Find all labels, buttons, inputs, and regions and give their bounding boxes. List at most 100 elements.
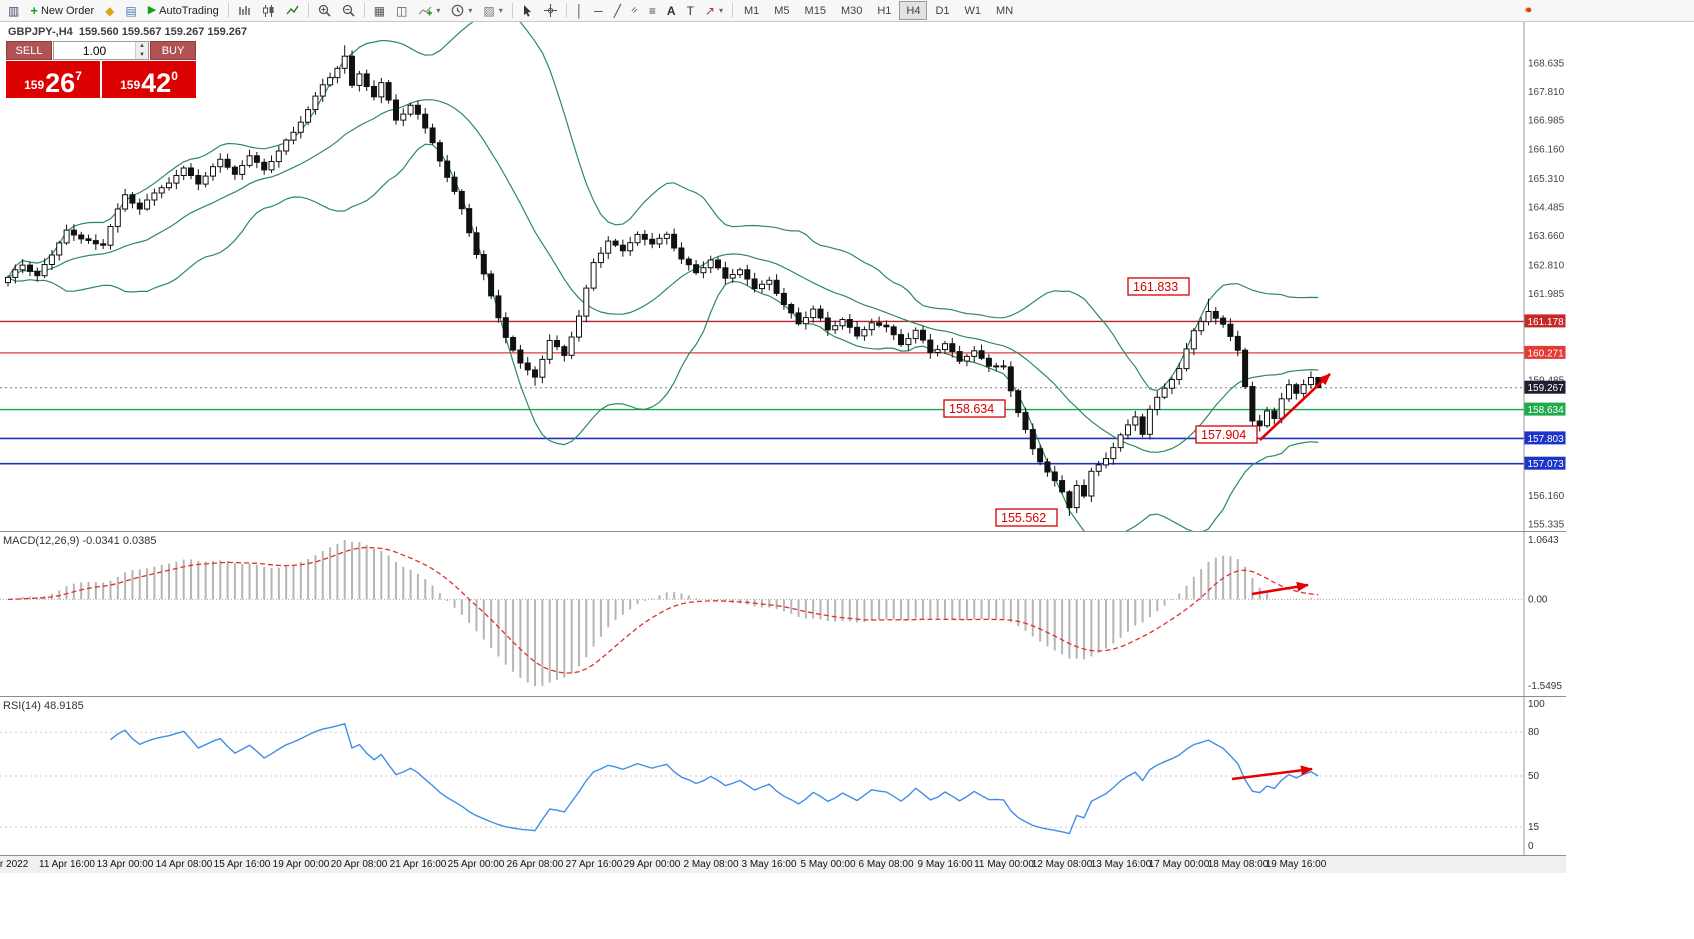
one-click-prices-row: 159 26 7 159 42 0 [6, 61, 196, 98]
chevron-down-icon: ▾ [436, 6, 441, 15]
text-icon: A [666, 3, 676, 18]
bar-chart-button[interactable] [233, 1, 256, 20]
price-chart-canvas[interactable]: 168.635 167.810 166.985 166.160 165.310 164.4… [0, 22, 1566, 531]
panel-divider[interactable] [0, 696, 1566, 697]
arrow-object-icon: ↗ [704, 3, 715, 18]
candles-layer [5, 45, 1322, 516]
time-axis-label: 17 May 00:00 [1148, 859, 1210, 870]
fibonacci-icon: ≡ [648, 3, 656, 18]
timeframe-button-m15[interactable]: M15 [798, 1, 833, 20]
trend-arrow[interactable] [1251, 581, 1309, 596]
timeframe-button-mn[interactable]: MN [989, 1, 1020, 20]
time-axis-label: 26 Apr 08:00 [506, 859, 564, 870]
volume-increase-icon[interactable]: ▲ [136, 42, 148, 51]
price-annotation-box [943, 399, 1006, 418]
indicators-icon [418, 6, 433, 15]
price-line-tag-text: 161.178 [1528, 317, 1565, 328]
cascade-windows-icon: ◫ [396, 3, 408, 18]
templates-icon: ▨ [483, 3, 495, 18]
horizontal-line-button[interactable]: ─ [589, 1, 608, 20]
candlestick-chart-button[interactable] [257, 1, 280, 20]
trend-arrow[interactable] [1231, 765, 1313, 781]
zoom-in-button[interactable] [313, 1, 336, 20]
cascade-windows-button[interactable]: ◫ [391, 1, 412, 20]
line-chart-button[interactable] [281, 1, 304, 20]
zoom-out-button[interactable] [337, 1, 360, 20]
price-annotation-text: 155.562 [1001, 511, 1046, 525]
buy-button[interactable]: BUY [150, 41, 196, 60]
bollinger-middle-band [7, 99, 1319, 453]
fibonacci-button[interactable]: ≡ [644, 1, 661, 20]
toolbar-separator [565, 3, 567, 18]
new-order-button[interactable]: + New Order [25, 1, 99, 20]
volume-input[interactable] [54, 42, 135, 59]
timeframe-button-m5[interactable]: M5 [767, 1, 796, 20]
metaeditor-button[interactable]: ◆ [100, 1, 119, 20]
trend-arrow[interactable] [1259, 373, 1331, 441]
timeframe-button-h1[interactable]: H1 [870, 1, 898, 20]
autotrading-button[interactable]: ▶ AutoTrading [143, 1, 224, 20]
time-axis-label: Apr 2022 [0, 859, 29, 870]
clock-icon [452, 4, 464, 17]
price-axis-label: 168.635 [1528, 59, 1565, 70]
volume-decrease-icon[interactable]: ▼ [136, 50, 148, 59]
crosshair-icon [543, 4, 557, 17]
new-chart-button[interactable]: ▥ [3, 1, 24, 20]
new-order-label: New Order [40, 4, 95, 17]
zoom-in-icon [318, 4, 331, 17]
text-button[interactable]: A [662, 1, 681, 20]
buy-price-button[interactable]: 159 42 0 [102, 61, 196, 98]
timeframe-toolbar: M1 M5 M15 M30 H1 H4 D1 W1 MN [737, 1, 1020, 20]
volume-field: ▲ ▼ [53, 41, 149, 60]
arrows-button[interactable]: ↗ ▾ [700, 1, 728, 20]
price-line-tag-text: 160.271 [1528, 348, 1565, 359]
price-line-tag [1524, 402, 1566, 416]
timeframe-button-d1[interactable]: D1 [928, 1, 956, 20]
bollinger-upper-band [7, 22, 1319, 392]
rsi-indicator-label: RSI(14) 48.9185 [3, 700, 84, 712]
trendline-button[interactable]: ╱ [609, 1, 626, 20]
status-dot-red: ● [1525, 4, 1533, 16]
time-axis-label: 21 Apr 16:00 [389, 859, 447, 870]
crosshair-button[interactable] [539, 1, 562, 20]
chevron-down-icon: ▾ [498, 6, 503, 15]
text-label-button[interactable]: T [682, 1, 699, 20]
macd-chart-canvas[interactable]: 1.0643 0.00 -1.5495 [0, 532, 1566, 696]
templates-button[interactable]: ▨ ▾ [478, 1, 507, 20]
vertical-line-button[interactable]: │ [571, 1, 589, 20]
price-line-tag [1524, 456, 1566, 470]
tile-windows-button[interactable]: ▦ [369, 1, 390, 20]
price-axis-label: 163.660 [1528, 231, 1565, 242]
panel-divider[interactable] [0, 531, 1566, 532]
rsi-axis-label: 100 [1528, 699, 1545, 710]
macd-axis-label: 1.0643 [1528, 535, 1559, 546]
price-line-tag-text: 157.073 [1528, 459, 1565, 470]
rsi-line [110, 722, 1319, 835]
toolbar-separator [731, 3, 733, 18]
price-axis-label: 156.160 [1528, 491, 1565, 502]
rsi-axis-label: 50 [1528, 771, 1540, 782]
sell-price-button[interactable]: 159 26 7 [6, 61, 100, 98]
toolbar-separator [227, 3, 229, 18]
macd-signal-line [7, 546, 1319, 674]
timeframe-button-h4[interactable]: H4 [899, 1, 928, 20]
channel-button[interactable]: = [627, 1, 643, 20]
periods-button[interactable]: ▾ [446, 1, 477, 20]
price-axis-label: 166.160 [1528, 144, 1565, 155]
timeframe-button-w1[interactable]: W1 [958, 1, 989, 20]
time-axis-label: 15 Apr 16:00 [213, 859, 271, 870]
connection-status-icon[interactable]: ●● [1524, 4, 1532, 16]
buy-price-fraction: 0 [171, 69, 178, 83]
channel-icon: = [628, 4, 641, 17]
timeframe-button-m30[interactable]: M30 [834, 1, 869, 20]
rsi-chart-canvas[interactable]: 100 80 50 15 0 [0, 697, 1566, 855]
sell-button[interactable]: SELL [6, 41, 52, 60]
toolbar-separator [363, 3, 365, 18]
market-watch-icon: ▤ [125, 3, 137, 18]
cursor-button[interactable] [517, 1, 538, 20]
timeframe-button-m1[interactable]: M1 [737, 1, 766, 20]
indicators-button[interactable]: ▾ [413, 1, 445, 20]
market-watch-button[interactable]: ▤ [120, 1, 141, 20]
price-axis-label: 161.985 [1528, 289, 1565, 300]
